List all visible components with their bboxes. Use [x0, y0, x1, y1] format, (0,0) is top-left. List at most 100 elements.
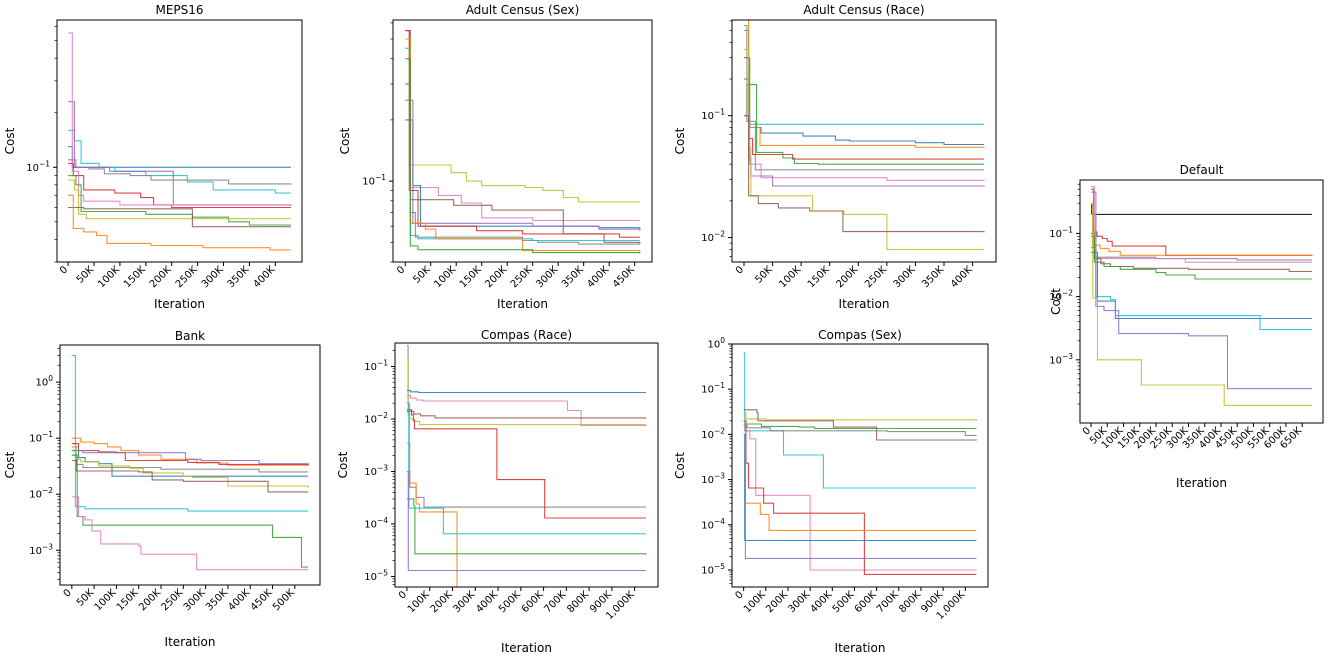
series-olive [744, 48, 984, 250]
x-tick-label: 350K [920, 264, 946, 290]
y-axis-label: Cost [3, 451, 17, 478]
series-green [1091, 232, 1312, 280]
x-tick-label: 500K [497, 589, 523, 615]
x-tick-label: 250K [174, 264, 200, 290]
x-axis-label: Iteration [835, 641, 886, 655]
series-cyan [743, 351, 977, 489]
x-tick-label: 100K [432, 264, 458, 290]
y-tick-label: 10−3 [364, 463, 388, 478]
x-tick-label: 250K [509, 264, 535, 290]
series-blue [743, 433, 977, 542]
x-tick-label: 100K [777, 264, 803, 290]
series-gray [743, 424, 977, 436]
series-red [405, 30, 640, 238]
x-tick-label: 0 [733, 589, 745, 601]
x-tick-label: 200K [429, 589, 455, 615]
series-lines [405, 30, 641, 254]
x-tick-label: 150K [115, 587, 141, 613]
series-cyan [405, 47, 640, 242]
series-blue [407, 389, 646, 394]
x-tick-label: 200K [764, 589, 790, 615]
series-brown [405, 30, 641, 245]
series-blue [744, 57, 984, 146]
plot-adult-census-sex: Adult Census (Sex) Cost Iteration 10−1 0 5… [338, 3, 653, 311]
y-axis-label: Cost [1049, 288, 1063, 315]
axes-spines [392, 19, 653, 263]
x-tick-label: 0 [58, 264, 70, 276]
y-tick-label: 10−2 [364, 411, 388, 426]
series-black [1091, 204, 1312, 215]
y-tick-label: 10−1 [26, 159, 50, 174]
x-axis-label: Iteration [501, 641, 552, 655]
y-tick-label: 10−2 [29, 486, 53, 501]
x-tick-label: 700K [543, 589, 569, 615]
x-axis-label: Iteration [1176, 476, 1227, 490]
x-tick-label: 300K [892, 264, 918, 290]
series-cyan [71, 354, 309, 512]
y-axis-label: Cost [338, 127, 352, 154]
chart-panel-default: Default Cost Iteration 10−1 10−2 10−3 0 50K 1… [1048, 148, 1337, 510]
x-tick-label: 0 [734, 264, 746, 276]
x-tick-label: 800K [565, 589, 591, 615]
y-tick-label: 10−1 [362, 173, 386, 188]
chart-panel-adult-census-sex: Adult Census (Sex) Cost Iteration 10−1 0 5… [335, 0, 665, 325]
x-tick-label: 50K [411, 264, 433, 286]
y-tick-label: 10−1 [701, 381, 725, 396]
x-tick-label: 400K [252, 264, 278, 290]
x-tick-label: 600K [853, 589, 879, 615]
series-orange [743, 420, 977, 531]
x-axis-label: Iteration [497, 297, 548, 311]
x-tick-label: 250K [863, 264, 889, 290]
axes-spines [1079, 179, 1324, 424]
plot-adult-census-race: Adult Census (Race) Cost Iteration 10−1 1… [673, 3, 997, 311]
series-olive [405, 30, 640, 203]
y-tick-label: 10−2 [701, 426, 725, 441]
series-pink [68, 32, 292, 207]
plot-compas-sex: Compas (Sex) Cost Iteration 100 10−1 10−2 1… [673, 328, 989, 655]
y-tick-label: 100 [35, 374, 53, 389]
y-axis-label: Cost [3, 127, 17, 154]
x-tick-label: 100K [742, 589, 768, 615]
y-axis-label: Cost [673, 127, 687, 154]
axes-spines [731, 19, 997, 263]
chart-panel-meps16: MEPS16 Cost Iteration 10−1 0 50K 100K 150K 20… [0, 0, 332, 325]
series-pink [71, 496, 309, 571]
series-orange [71, 437, 309, 466]
series-blue [405, 119, 641, 230]
x-tick-label: 50K [75, 264, 97, 286]
series-orange [1091, 202, 1313, 256]
x-tick-label: 300K [182, 587, 208, 613]
series-purple [1091, 191, 1312, 390]
y-tick-label: 10−1 [364, 358, 388, 373]
x-tick-label: 400K [809, 589, 835, 615]
series-cyan [1091, 213, 1312, 331]
series-brown [743, 409, 977, 441]
series-pink [407, 394, 647, 427]
series-pink [1091, 186, 1312, 263]
x-tick-label: 500K [831, 589, 857, 615]
chart-title: Compas (Sex) [818, 328, 902, 342]
x-tick-label: 100K [96, 264, 122, 290]
y-tick-label: 10−3 [701, 472, 725, 487]
series-olive [71, 446, 309, 488]
x-tick-label: 0 [62, 587, 74, 599]
x-tick-label: 300K [200, 264, 226, 290]
series-lines [68, 32, 292, 251]
series-brown [71, 459, 309, 493]
series-orange [405, 38, 641, 252]
series-green [405, 58, 641, 254]
series-cyan [744, 29, 984, 125]
y-tick-label: 10−5 [701, 562, 725, 577]
x-tick-label: 200K [148, 264, 174, 290]
series-purple [407, 470, 646, 572]
chart-title: Bank [175, 329, 205, 343]
x-tick-label: 150K [458, 264, 484, 290]
chart-title: Adult Census (Sex) [466, 3, 580, 17]
chart-panel-compas-sex: Compas (Sex) Cost Iteration 100 10−1 10−2 1… [672, 328, 1002, 655]
x-tick-label: 400K [474, 589, 500, 615]
x-tick-label: 500K [271, 587, 297, 613]
y-axis-label: Cost [673, 452, 687, 479]
series-lines [407, 345, 647, 587]
